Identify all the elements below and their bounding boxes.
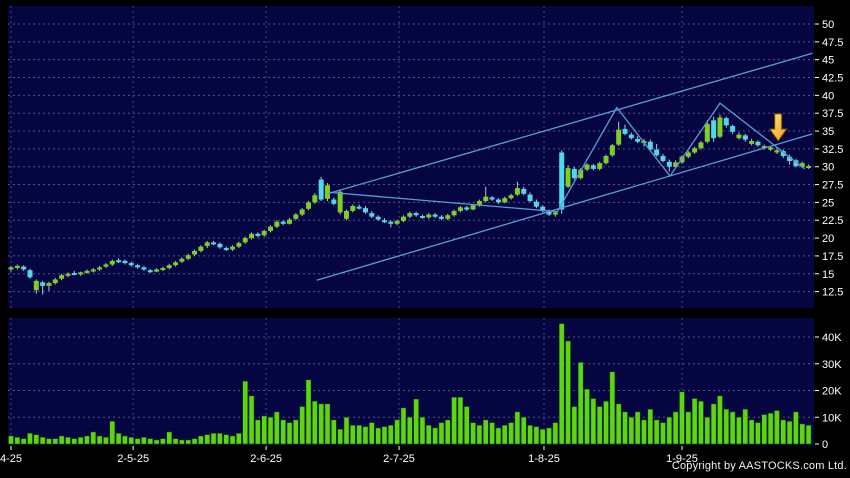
svg-text:22.5: 22.5 (822, 215, 843, 227)
svg-text:2-6-25: 2-6-25 (250, 453, 282, 465)
svg-text:25: 25 (822, 197, 834, 209)
svg-text:10K: 10K (822, 412, 842, 424)
svg-text:20: 20 (822, 233, 834, 245)
svg-text:37.5: 37.5 (822, 108, 843, 120)
svg-text:35: 35 (822, 126, 834, 138)
volume-bars (8, 323, 812, 445)
zigzag-line (329, 102, 806, 213)
svg-text:4-25: 4-25 (0, 453, 22, 465)
svg-text:15: 15 (822, 269, 834, 281)
svg-text:12.5: 12.5 (822, 287, 843, 299)
svg-text:40K: 40K (822, 332, 842, 344)
svg-text:30: 30 (822, 162, 834, 174)
svg-text:2-7-25: 2-7-25 (383, 453, 415, 465)
date-axis-labels: 4-25 2-5-25 2-6-25 2-7-25 1-8-25 1-9-25 (0, 446, 698, 465)
svg-text:47.5: 47.5 (822, 37, 843, 49)
svg-text:17.5: 17.5 (822, 251, 843, 263)
svg-text:0: 0 (822, 439, 828, 451)
svg-text:40: 40 (822, 90, 834, 102)
candlesticks (8, 114, 812, 295)
upper-channel-line (327, 52, 813, 195)
svg-text:1-8-25: 1-8-25 (528, 453, 560, 465)
copyright-label: Copyright by AASTOCKS.com Ltd. (671, 460, 847, 472)
lower-channel-line (316, 133, 813, 281)
svg-text:42.5: 42.5 (822, 73, 843, 85)
svg-text:20K: 20K (822, 386, 842, 398)
svg-text:27.5: 27.5 (822, 180, 843, 192)
volume-axis-labels: 40K 30K 20K 10K 0 (815, 332, 842, 451)
panel-backgrounds (8, 6, 814, 445)
price-panel (8, 6, 814, 308)
price-axis-labels: 50 47.5 45 42.5 40 37.5 35 32.5 30 27.5 25 22.5 20 17… (815, 19, 843, 299)
svg-text:2-5-25: 2-5-25 (117, 453, 149, 465)
svg-text:30K: 30K (822, 359, 842, 371)
svg-text:1-9-25: 1-9-25 (666, 453, 698, 465)
svg-text:45: 45 (822, 55, 834, 67)
trend-lines (316, 52, 813, 281)
svg-text:32.5: 32.5 (822, 144, 843, 156)
svg-text:50: 50 (822, 19, 834, 31)
down-arrow-icon (768, 113, 788, 142)
